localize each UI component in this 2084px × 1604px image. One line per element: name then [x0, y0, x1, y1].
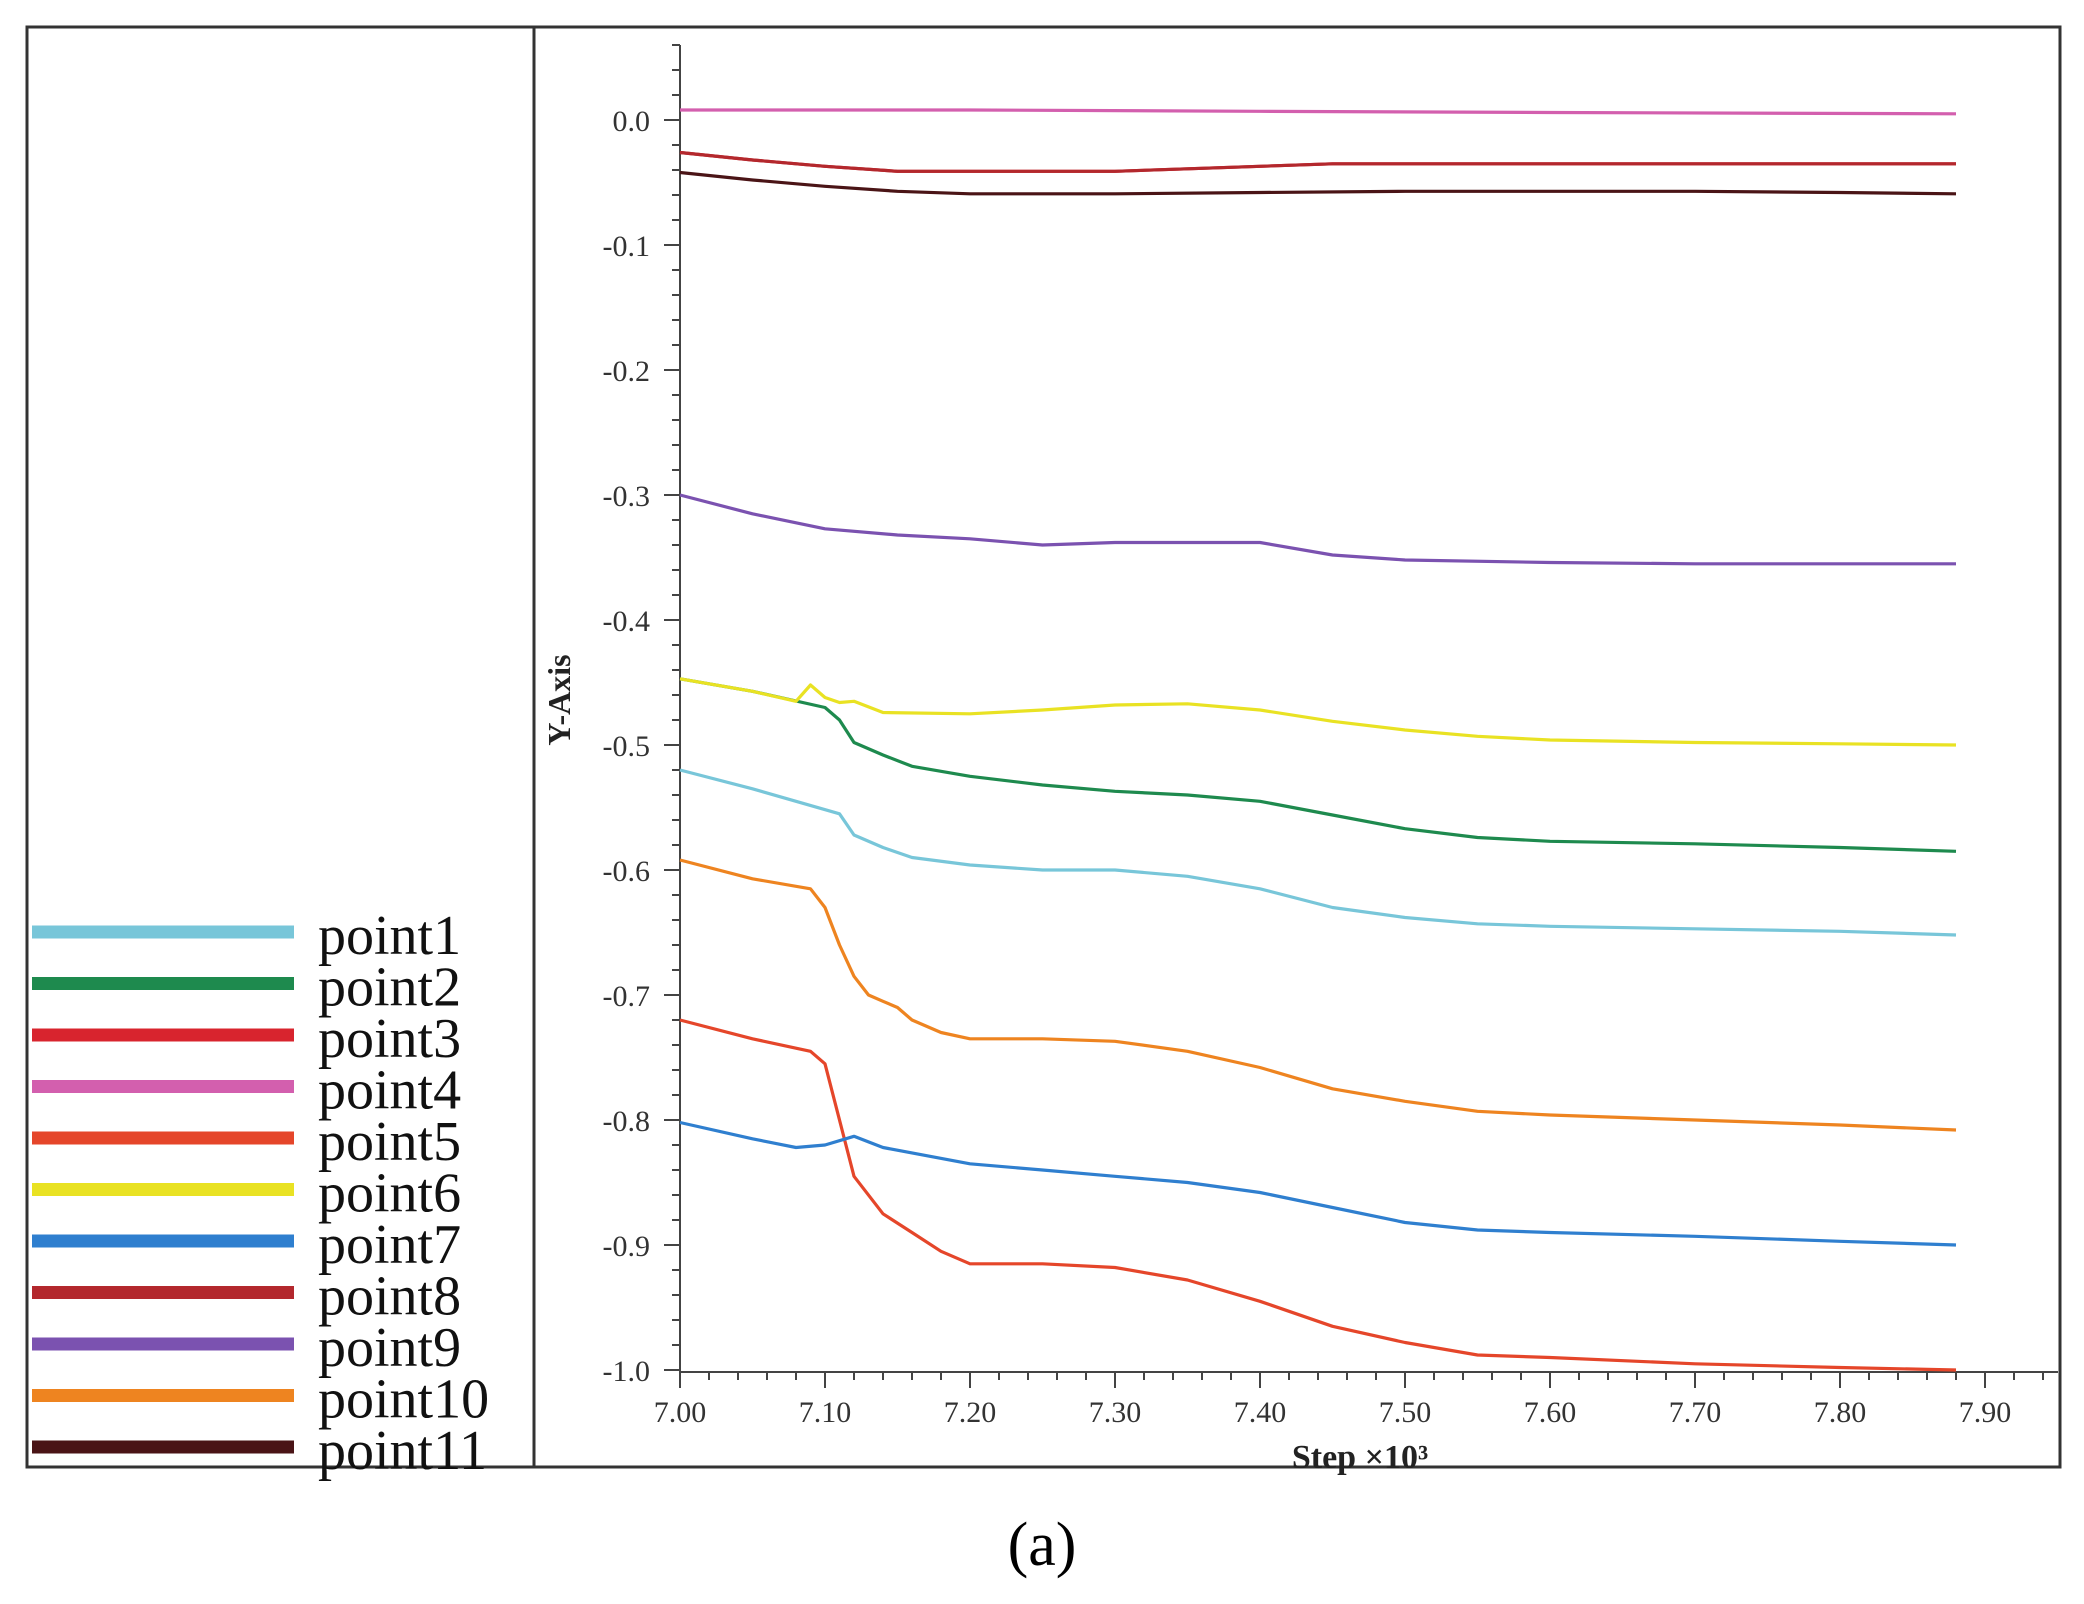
- x-tick-label: 7.40: [1234, 1396, 1287, 1429]
- legend-label-point1: point1: [318, 905, 461, 967]
- x-axis-label: Step ×10³: [1292, 1439, 1428, 1476]
- series-line-point10: [679, 858, 1957, 1132]
- figure-border: [25, 25, 2062, 1469]
- figure-label: (a): [1008, 1511, 1077, 1579]
- x-tick-label: 7.00: [654, 1396, 707, 1429]
- legend-label-point11: point11: [318, 1420, 487, 1482]
- legend-label-point4: point4: [318, 1060, 461, 1122]
- series-line-point4: [680, 108, 1957, 116]
- legend-label-point6: point6: [318, 1163, 461, 1225]
- legend-label-point8: point8: [318, 1266, 461, 1328]
- x-tick-label: 7.50: [1379, 1396, 1432, 1429]
- x-tick-label: 7.10: [799, 1396, 852, 1429]
- x-tick-label: 7.80: [1814, 1396, 1867, 1429]
- y-axis-label: Y-Axis: [541, 654, 577, 745]
- y-tick-label: -0.3: [603, 480, 651, 513]
- legend: point1point2point3point4point5point6poin…: [32, 905, 489, 1482]
- series-line-point6: [679, 677, 1957, 747]
- legend-label-point5: point5: [318, 1111, 461, 1173]
- y-tick-label: -1.0: [603, 1355, 651, 1388]
- series-line-point11: [679, 170, 1957, 196]
- y-tick-label: -0.6: [603, 855, 651, 888]
- legend-label-point3: point3: [318, 1008, 461, 1070]
- x-axis: 7.00 7.10 7.20 7.30 7.40 7.50 7.60 7.70 7.80 7.90: [654, 1371, 2058, 1429]
- plot-lines: [679, 108, 1957, 1372]
- y-tick-label: -0.8: [603, 1105, 651, 1138]
- y-tick-label: -0.1: [603, 230, 651, 263]
- y-tick-label: 0.0: [613, 105, 651, 138]
- x-tick-label: 7.90: [1959, 1396, 2012, 1429]
- x-tick-label: 7.20: [944, 1396, 997, 1429]
- x-tick-label: 7.60: [1524, 1396, 1577, 1429]
- y-tick-label: -0.2: [603, 355, 651, 388]
- y-axis: 0.0 -0.1 -0.2 -0.3 -0.4 -0.5 -0.6 -0.7 -0.8 -0.9 -…: [603, 44, 681, 1388]
- y-tick-label: -0.9: [603, 1230, 651, 1263]
- series-line-point8: [679, 150, 1956, 173]
- x-tick-label: 7.70: [1669, 1396, 1722, 1429]
- y-tick-label: -0.7: [603, 980, 651, 1013]
- legend-label-point2: point2: [318, 957, 461, 1019]
- series-line-point1: [679, 768, 1957, 937]
- legend-label-point9: point9: [318, 1317, 461, 1379]
- y-tick-label: -0.5: [603, 730, 651, 763]
- series-line-point5: [679, 1018, 1957, 1372]
- x-tick-label: 7.30: [1089, 1396, 1142, 1429]
- y-tick-label: -0.4: [603, 605, 651, 638]
- legend-label-point7: point7: [318, 1214, 461, 1276]
- legend-label-point10: point10: [318, 1369, 489, 1431]
- series-line-point9: [679, 493, 1956, 566]
- series-line-point7: [679, 1120, 1957, 1247]
- series-line-point2: [679, 677, 1957, 853]
